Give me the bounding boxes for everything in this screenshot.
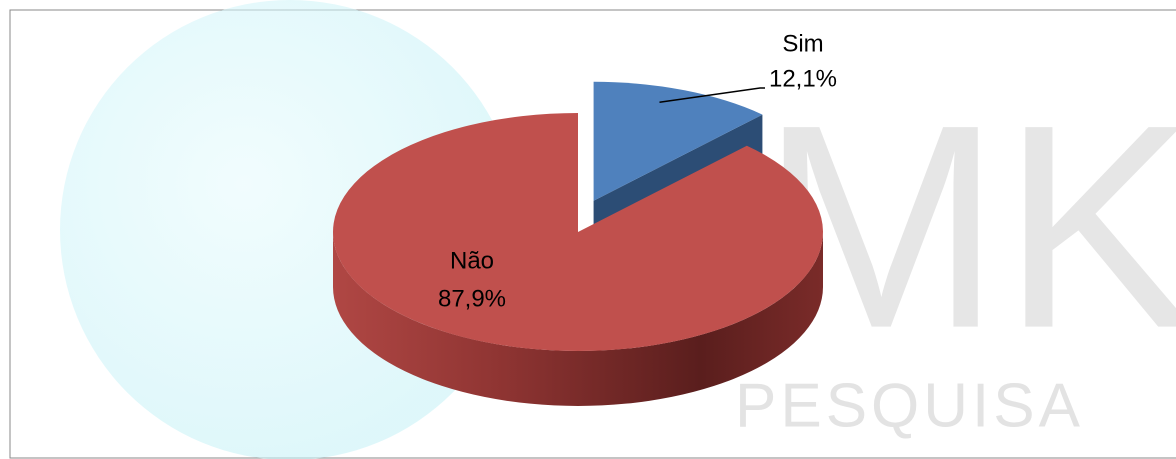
slice-value-label: 87,9% <box>438 285 506 312</box>
watermark-subtitle: PESQUISA <box>735 371 1084 440</box>
slice-label: Sim <box>782 30 823 57</box>
slice <box>333 113 823 351</box>
chart: MK PESQUISA Sim12,1%Não87,9% <box>0 0 1176 459</box>
slice-value-label: 12,1% <box>769 65 837 92</box>
page: MK PESQUISA Sim12,1%Não87,9% (() => { co… <box>0 0 1176 459</box>
slice-label: Não <box>450 247 494 274</box>
